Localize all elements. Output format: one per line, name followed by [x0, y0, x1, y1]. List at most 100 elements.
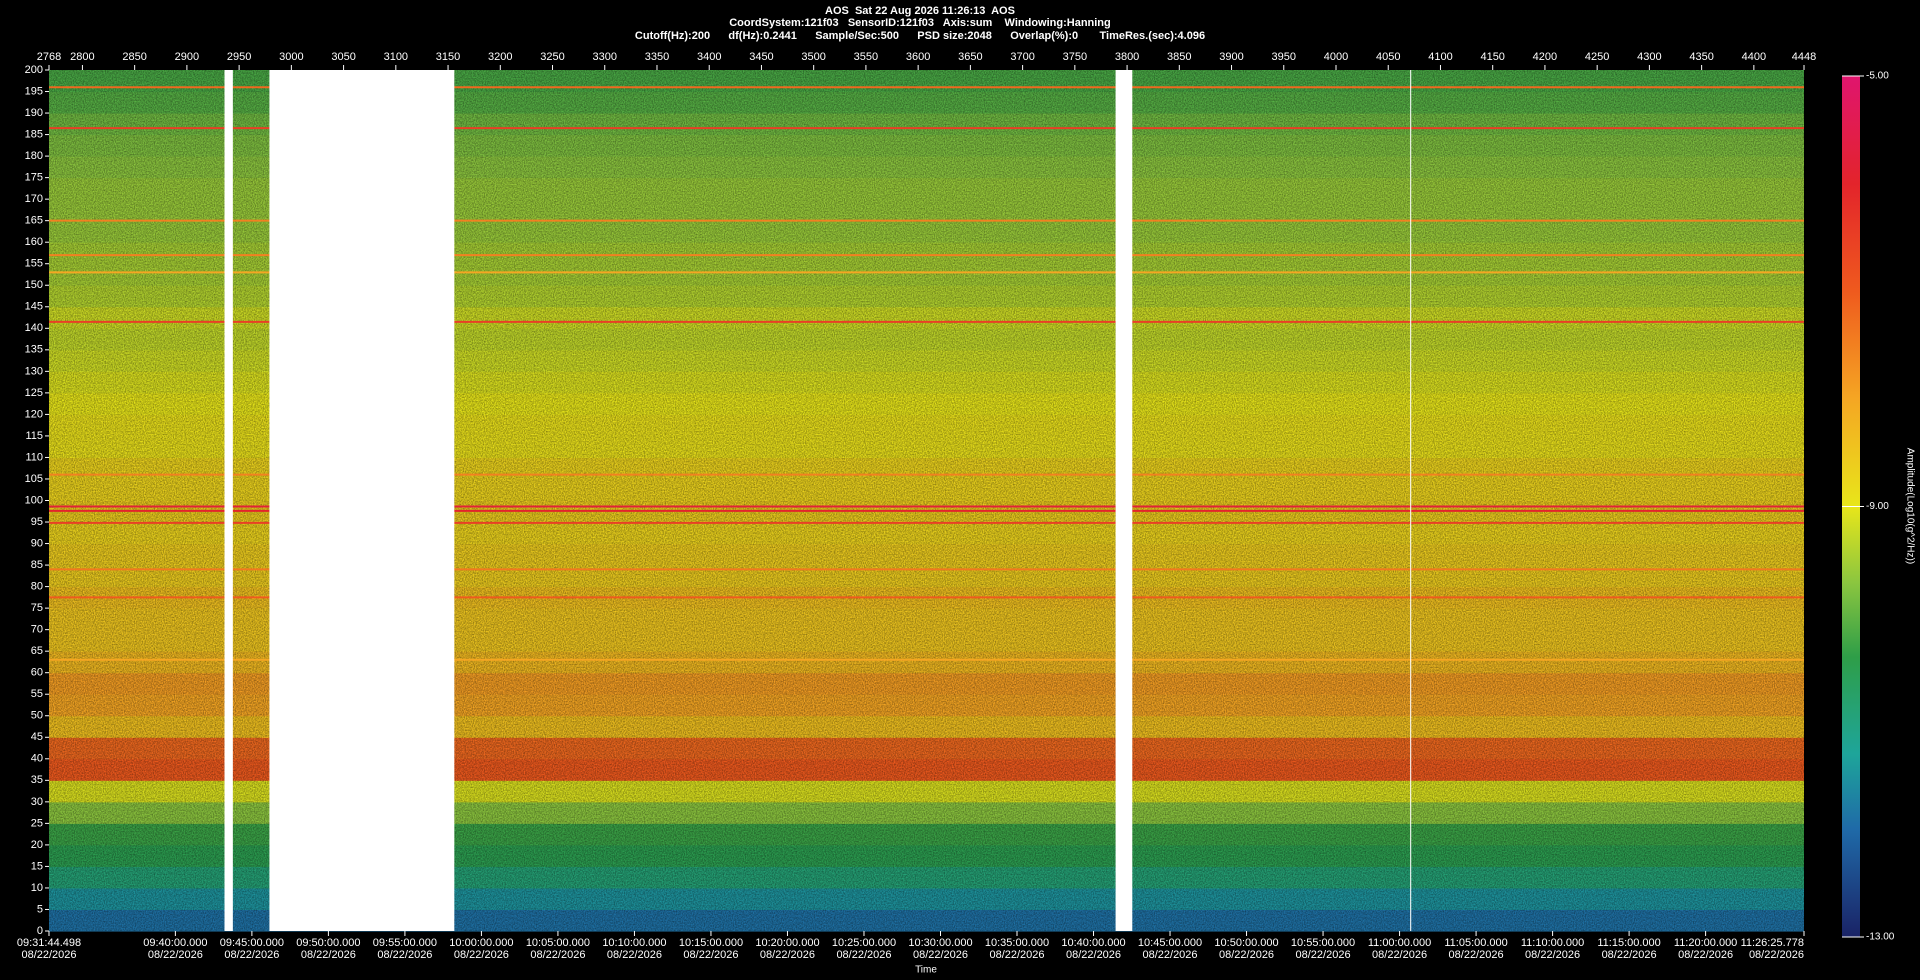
- y-tick-label: 15: [31, 860, 43, 872]
- x-tick-label: 3600: [906, 51, 930, 63]
- y-tick-label: 145: [25, 301, 43, 313]
- time-tick-label: 09:45:00.000: [220, 937, 284, 949]
- time-tick-label: 10:05:00.000: [526, 937, 590, 949]
- y-tick-label: 160: [25, 236, 43, 248]
- y-tick-label: 25: [31, 817, 43, 829]
- y-tick-label: 60: [31, 667, 43, 679]
- y-tick-label: 40: [31, 753, 43, 765]
- time-tick-label: 11:00:00.000: [1368, 937, 1431, 949]
- x-tick-label: 4250: [1585, 51, 1609, 63]
- y-tick-label: 35: [31, 774, 43, 786]
- y-tick-label: 20: [31, 839, 43, 851]
- colorbar-tick-label: -9.00: [1866, 501, 1889, 512]
- y-tick-label: 70: [31, 624, 43, 636]
- x-tick-label: 3150: [436, 51, 460, 63]
- y-tick-label: 100: [25, 494, 43, 506]
- time-tick-label: 10:35:00.000: [985, 937, 1049, 949]
- y-tick-label: 165: [25, 215, 43, 227]
- y-tick-label: 30: [31, 796, 43, 808]
- x-tick-label: 4200: [1533, 51, 1557, 63]
- x-tick-label: 3550: [854, 51, 878, 63]
- x-tick-label: 3850: [1167, 51, 1191, 63]
- time-tick-label: 10:40:00.000: [1061, 937, 1125, 949]
- date-tick-label: 08/22/2026: [1142, 949, 1197, 961]
- time-tick-label: 10:55:00.000: [1291, 937, 1355, 949]
- y-tick-label: 85: [31, 559, 43, 571]
- x-tick-label: 3400: [697, 51, 721, 63]
- time-tick-label: 09:40:00.000: [143, 937, 207, 949]
- time-tick-label: 09:50:00.000: [296, 937, 360, 949]
- date-tick-label: 08/22/2026: [1602, 949, 1657, 961]
- x-tick-label: 3500: [801, 51, 825, 63]
- y-tick-label: 50: [31, 710, 43, 722]
- time-tick-label: 10:10:00.000: [602, 937, 666, 949]
- date-tick-label: 08/22/2026: [1449, 949, 1504, 961]
- date-tick-label: 08/22/2026: [454, 949, 509, 961]
- x-tick-label: 3800: [1115, 51, 1139, 63]
- date-tick-label: 08/22/2026: [1219, 949, 1274, 961]
- y-tick-label: 130: [25, 365, 43, 377]
- date-tick-label: 08/22/2026: [836, 949, 891, 961]
- time-tick-label: 11:20:00.000: [1674, 937, 1737, 949]
- date-tick-label: 08/22/2026: [1749, 949, 1804, 961]
- x-tick-label: 3650: [958, 51, 982, 63]
- y-tick-label: 135: [25, 344, 43, 356]
- x-tick-label: 3300: [593, 51, 617, 63]
- y-tick-label: 0: [37, 925, 43, 937]
- date-tick-label: 08/22/2026: [1678, 949, 1733, 961]
- y-tick-label: 45: [31, 731, 43, 743]
- time-tick-label: 11:05:00.000: [1444, 937, 1507, 949]
- colorbar-title: Amplitude(Log10(g^2/Hz)): [1904, 448, 1915, 564]
- date-tick-label: 08/22/2026: [760, 949, 815, 961]
- time-tick-label: 10:50:00.000: [1214, 937, 1278, 949]
- y-tick-label: 190: [25, 107, 43, 119]
- x-tick-label: 3700: [1010, 51, 1034, 63]
- x-tick-label: 3950: [1272, 51, 1296, 63]
- x-tick-label: 2900: [175, 51, 199, 63]
- x-tick-label: 4448: [1792, 51, 1816, 63]
- y-tick-label: 155: [25, 258, 43, 270]
- y-tick-label: 80: [31, 581, 43, 593]
- date-tick-label: 08/22/2026: [913, 949, 968, 961]
- date-tick-label: 08/22/2026: [224, 949, 279, 961]
- y-tick-label: 200: [25, 64, 43, 76]
- y-tick-label: 55: [31, 688, 43, 700]
- y-tick-label: 110: [25, 451, 43, 463]
- x-tick-label: 3050: [331, 51, 355, 63]
- y-tick-label: 10: [31, 882, 43, 894]
- x-tick-label: 3350: [645, 51, 669, 63]
- x-tick-label: 3100: [384, 51, 408, 63]
- y-tick-label: 180: [25, 150, 43, 162]
- chart-title: AOS Sat 22 Aug 2026 11:26:13 AOS: [825, 5, 1015, 17]
- y-tick-label: 5: [37, 903, 43, 915]
- y-tick-label: 195: [25, 85, 43, 97]
- x-tick-label: 3000: [279, 51, 303, 63]
- y-tick-label: 75: [31, 602, 43, 614]
- y-tick-label: 170: [25, 193, 43, 205]
- y-tick-label: 175: [25, 172, 43, 184]
- x-tick-label: 3200: [488, 51, 512, 63]
- time-tick-label: 10:25:00.000: [832, 937, 896, 949]
- x-tick-label: 4150: [1480, 51, 1504, 63]
- x-tick-label: 2800: [70, 51, 94, 63]
- time-tick-label: 10:45:00.000: [1138, 937, 1202, 949]
- x-tick-label: 4100: [1428, 51, 1452, 63]
- data-gap: [1115, 70, 1133, 931]
- date-tick-label: 08/22/2026: [377, 949, 432, 961]
- date-tick-label: 08/22/2026: [21, 949, 76, 961]
- y-tick-label: 90: [31, 537, 43, 549]
- y-tick-label: 125: [25, 387, 43, 399]
- data-gap: [269, 70, 455, 931]
- colorbar-tick-label: -5.00: [1866, 71, 1889, 82]
- time-tick-label: 10:30:00.000: [908, 937, 972, 949]
- time-tick-label: 11:26:25.778: [1741, 937, 1804, 949]
- date-tick-label: 08/22/2026: [148, 949, 203, 961]
- x-tick-label: 3450: [749, 51, 773, 63]
- date-tick-label: 08/22/2026: [1296, 949, 1351, 961]
- y-tick-label: 140: [25, 322, 43, 334]
- x-tick-label: 3900: [1219, 51, 1243, 63]
- chart-subtitle: CoordSystem:121f03 SensorID:121f03 Axis:…: [729, 17, 1111, 29]
- x-tick-label: 4050: [1376, 51, 1400, 63]
- time-tick-label: 10:15:00.000: [679, 937, 743, 949]
